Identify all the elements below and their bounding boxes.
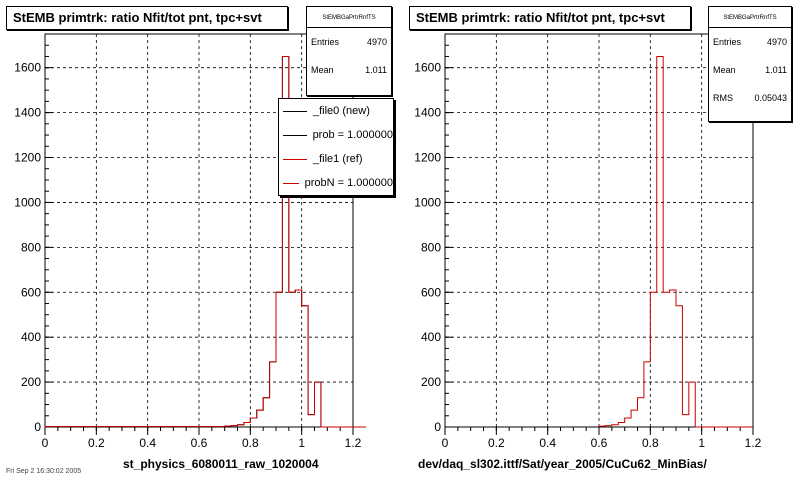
right-stats-rms: RMS 0.05043 xyxy=(709,84,791,112)
y-tick-label: 1000 xyxy=(14,195,41,209)
x-tick-label: 0.2 xyxy=(488,436,505,450)
y-tick-label: 0 xyxy=(34,420,41,434)
legend-label-probn: probN = 1.000000 xyxy=(304,177,393,189)
plot-frame xyxy=(444,33,754,428)
y-tick-label: 1200 xyxy=(414,151,441,165)
x-tick-label: 0.8 xyxy=(642,436,659,450)
y-tick-label: 1600 xyxy=(414,61,441,75)
x-tick-label: 0.8 xyxy=(242,436,259,450)
x-tick-label: 0 xyxy=(42,436,49,450)
left-stats-mean-label: Mean xyxy=(311,65,334,75)
x-tick-label: 0.4 xyxy=(539,436,556,450)
legend-label-file1: _file1 (ref) xyxy=(313,153,363,165)
left-stats-mean: Mean 1.011 xyxy=(307,56,391,84)
left-stats-entries-label: Entries xyxy=(311,37,340,47)
left-chart-title: StEMB primtrk: ratio Nfit/tot pnt, tpc+s… xyxy=(6,6,288,30)
x-tick-label: 0 xyxy=(442,436,449,450)
legend-entry-file1: _file1 (ref) xyxy=(279,147,393,171)
histogram-series-0 xyxy=(598,55,753,428)
y-tick-label: 1600 xyxy=(14,61,41,75)
y-tick-label: 600 xyxy=(421,285,441,299)
x-tick-label: 1 xyxy=(298,436,305,450)
x-tick-label: 0.2 xyxy=(88,436,105,450)
right-pad: 0 0.2 0.4 0.6 0.8 1 1.2 0 200 400 600 800 1000 1200 14… xyxy=(400,0,800,480)
right-stats-mean: Mean 1.011 xyxy=(709,56,791,84)
legend-swatch-file1 xyxy=(283,158,307,160)
right-stats-rms-value: 0.05043 xyxy=(754,93,787,103)
left-pad: 0 0.2 0.4 0.6 0.8 1 1.2 0 200 400 600 800 1000 1200 14… xyxy=(6,6,394,471)
left-x-axis-title: st_physics_6080011_raw_1020004 xyxy=(123,457,319,471)
right-histogram: 0 0.2 0.4 0.6 0.8 1 1.2 0 200 400 600 800 1000 1200 14… xyxy=(414,33,762,450)
legend-swatch-file0 xyxy=(283,110,307,112)
y-tick-label: 400 xyxy=(421,330,441,344)
left-legend: _file0 (new) prob = 1.000000 _file1 (ref… xyxy=(278,98,394,196)
x-tick-label: 0.6 xyxy=(191,436,208,450)
right-chart-title: StEMB primtrk: ratio Nfit/tot pnt, tpc+s… xyxy=(409,6,691,30)
left-stats-name: StEMBGaPrtrRnfTS xyxy=(307,7,391,28)
legend-label-file0: _file0 (new) xyxy=(313,105,370,117)
legend-label-prob: prob = 1.000000 xyxy=(312,129,393,141)
legend-swatch-prob xyxy=(283,134,307,136)
x-tick-label: 1 xyxy=(698,436,705,450)
left-stats-box: StEMBGaPrtrRnfTS Entries 4970 Mean 1.011 xyxy=(306,6,392,96)
y-tick-label: 1000 xyxy=(414,195,441,209)
y-tick-label: 200 xyxy=(421,375,441,389)
y-tick-label: 1400 xyxy=(414,106,441,120)
y-tick-label: 0 xyxy=(434,420,441,434)
left-stats-mean-value: 1.011 xyxy=(365,65,387,75)
y-tick-label: 1400 xyxy=(14,106,41,120)
y-tick-label: 800 xyxy=(21,240,41,254)
right-stats-box: StEMBGaPrtrRnfTS Entries 4970 Mean 1.011… xyxy=(708,6,792,122)
left-stats-entries-value: 4970 xyxy=(366,37,387,47)
y-tick-label: 600 xyxy=(21,285,41,299)
right-x-axis-title: dev/daq_sl302.ittf/Sat/year_2005/CuCu62_… xyxy=(418,457,707,471)
legend-swatch-probn xyxy=(283,182,299,184)
footer-timestamp: Fri Sep 2 16:30:02 2005 xyxy=(6,468,82,475)
x-tick-label: 0.6 xyxy=(591,436,608,450)
left-stats-entries: Entries 4970 xyxy=(307,28,391,56)
x-tick-label: 1.2 xyxy=(345,436,362,450)
y-tick-label: 1200 xyxy=(14,151,41,165)
right-stats-mean-label: Mean xyxy=(713,65,736,75)
legend-entry-prob: prob = 1.000000 xyxy=(279,123,393,147)
y-tick-label: 200 xyxy=(21,375,41,389)
right-stats-entries: Entries 4970 xyxy=(709,28,791,56)
histogram-series-1 xyxy=(44,55,366,428)
right-stats-name: StEMBGaPrtrRnfTS xyxy=(709,7,791,28)
right-stats-rms-label: RMS xyxy=(713,93,733,103)
right-stats-mean-value: 1.011 xyxy=(765,65,787,75)
right-stats-entries-value: 4970 xyxy=(766,37,787,47)
y-tick-label: 800 xyxy=(421,240,441,254)
legend-entry-file0: _file0 (new) xyxy=(279,99,393,123)
x-tick-label: 0.4 xyxy=(139,436,156,450)
y-tick-label: 400 xyxy=(21,330,41,344)
x-tick-label: 1.2 xyxy=(745,436,762,450)
right-stats-entries-label: Entries xyxy=(713,37,742,47)
legend-entry-probn: probN = 1.000000 xyxy=(279,171,393,195)
